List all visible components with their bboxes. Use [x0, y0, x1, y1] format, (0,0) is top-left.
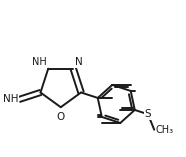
Text: NH: NH	[3, 94, 18, 104]
Text: N: N	[75, 57, 83, 67]
Text: S: S	[145, 109, 151, 119]
Text: CH₃: CH₃	[155, 125, 173, 135]
Text: NH: NH	[32, 57, 47, 67]
Text: O: O	[57, 112, 65, 122]
